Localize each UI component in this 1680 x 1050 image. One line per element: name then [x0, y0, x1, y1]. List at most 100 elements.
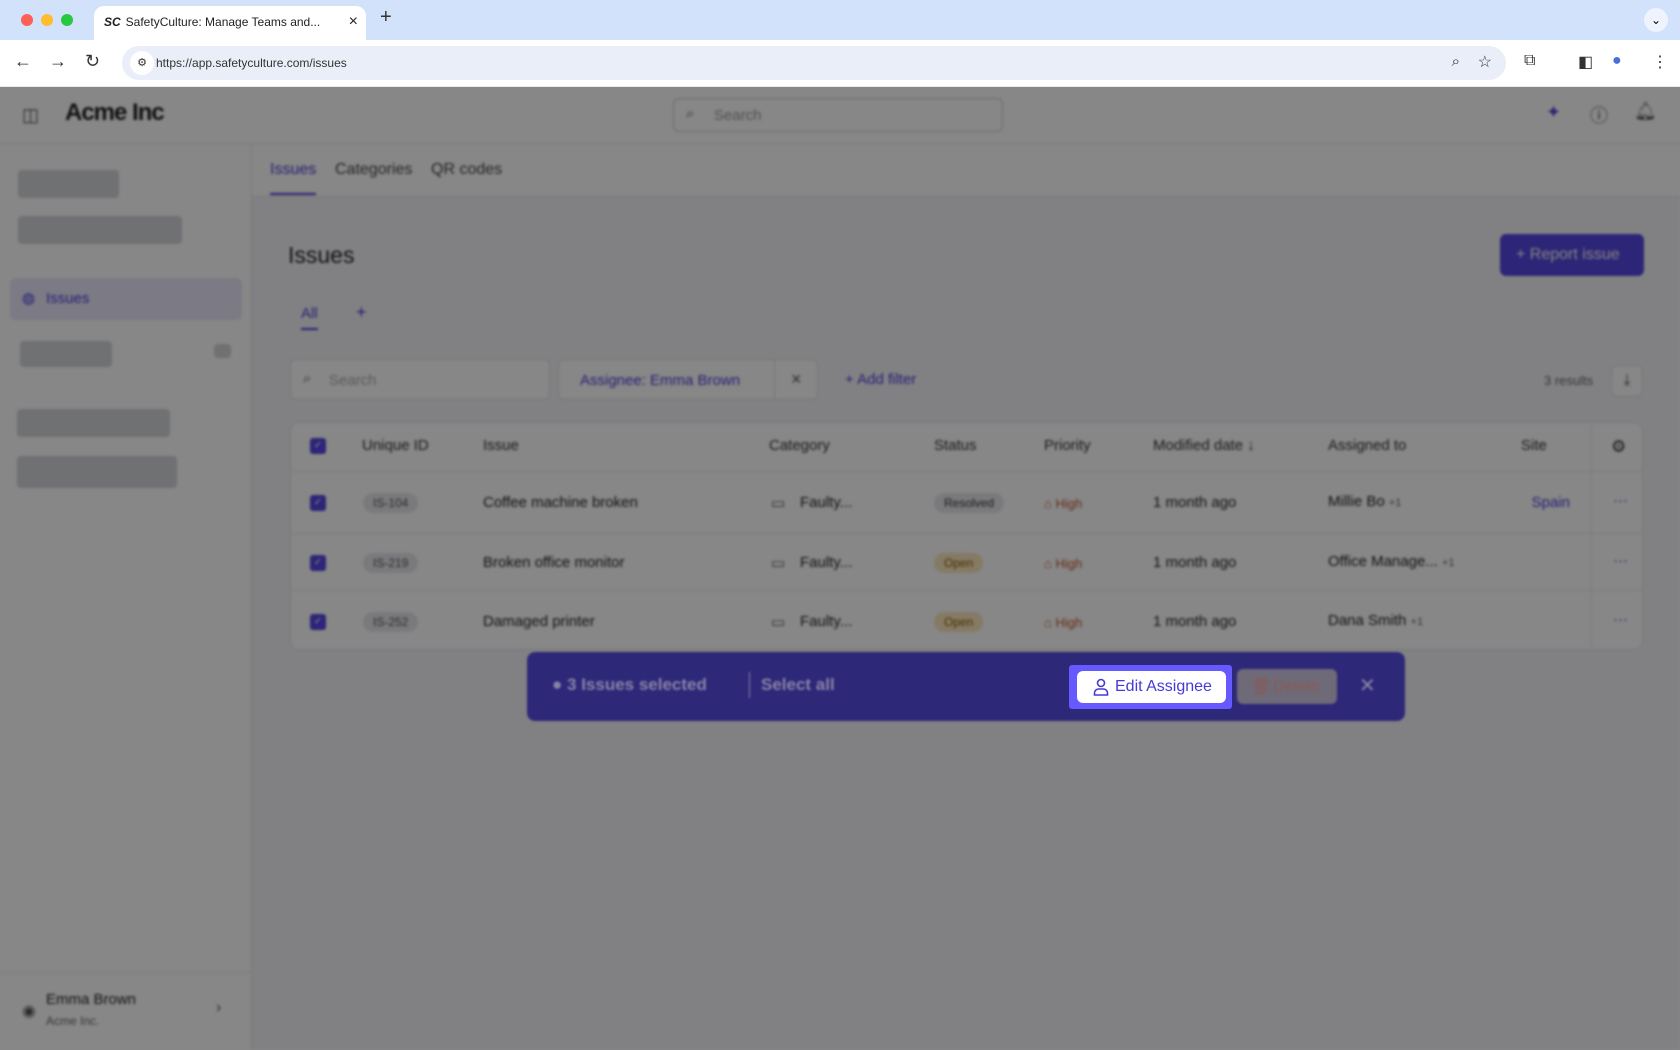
user-org: Acme Inc. — [46, 1014, 100, 1028]
assigned-to: Millie Bo +1 — [1328, 493, 1402, 510]
sidebar-placeholder — [18, 216, 182, 244]
category-label: Faulty... — [800, 554, 853, 571]
search-placeholder: Search — [714, 107, 762, 124]
forward-icon[interactable]: → — [49, 51, 67, 71]
profile-icon[interactable]: ● — [1612, 52, 1622, 69]
notifications-bell-icon[interactable]: 🔔︎ — [1634, 101, 1657, 121]
table-row[interactable]: ✓ IS-252 Damaged printer ▭ Faulty... Ope… — [291, 590, 1642, 651]
extensions-icon[interactable]: ⧉ — [1524, 52, 1536, 69]
ai-sparkle-icon[interactable]: ✦ — [1546, 102, 1562, 122]
tab-qr-codes[interactable]: QR codes — [431, 161, 503, 178]
site-settings-icon[interactable]: ⚙ — [130, 51, 154, 75]
clear-filter-icon[interactable]: × — [791, 369, 802, 389]
bookmark-star-icon[interactable]: ☆ — [1477, 54, 1492, 71]
category-tag-icon: ▭ — [771, 614, 786, 631]
search-icon: ⌕ — [686, 105, 695, 122]
column-settings-gear-icon[interactable]: ⚙ — [1611, 437, 1627, 456]
assigned-to: Dana Smith +1 — [1328, 612, 1424, 629]
download-icon[interactable]: ⤓ — [1611, 365, 1643, 397]
add-filter-button[interactable]: + Add filter — [845, 371, 917, 388]
edit-assignee-button[interactable]: Edit Assignee — [1077, 671, 1226, 703]
column-header-status[interactable]: Status — [934, 437, 977, 454]
row-more-options-icon[interactable]: ··· — [1613, 552, 1628, 569]
row-checkbox[interactable]: ✓ — [310, 614, 326, 630]
issues-search-input[interactable]: ⌕ Search — [290, 359, 550, 400]
issue-title[interactable]: Coffee machine broken — [483, 494, 638, 511]
priority-high-icon: ⌂ — [1044, 615, 1052, 630]
row-more-options-icon[interactable]: ··· — [1613, 492, 1628, 509]
page-title: Issues — [288, 242, 355, 268]
assignee-filter-chip[interactable]: Assignee: Emma Brown × — [558, 359, 818, 400]
row-checkbox[interactable]: ✓ — [310, 555, 326, 571]
selected-count: ● 3 Issues selected — [552, 675, 707, 694]
table-row[interactable]: ✓ IS-104 Coffee machine broken ▭ Faulty.… — [291, 471, 1642, 533]
column-header-assigned-to[interactable]: Assigned to — [1328, 437, 1407, 454]
column-header-issue[interactable]: Issue — [483, 437, 519, 454]
report-issue-button[interactable]: + Report issue — [1500, 234, 1644, 276]
delete-button[interactable]: 🗑︎ Delete — [1237, 669, 1337, 704]
column-header-priority[interactable]: Priority — [1044, 437, 1091, 454]
search-icon: ⌕ — [303, 370, 312, 387]
category-label: Faulty... — [800, 494, 853, 511]
user-icon — [1093, 678, 1109, 696]
user-avatar-icon: ◉ — [22, 1003, 36, 1020]
select-all-link[interactable]: Select all — [761, 675, 835, 694]
category-label: Faulty... — [800, 613, 853, 630]
column-header-category[interactable]: Category — [769, 437, 830, 454]
back-icon[interactable]: ← — [14, 51, 32, 71]
priority-high-icon: ⌂ — [1044, 496, 1052, 511]
new-tab-button[interactable]: + — [380, 6, 392, 28]
section-tabs: Issues Categories QR codes — [252, 144, 1680, 197]
column-header-modified-date[interactable]: Modified date ↓ — [1153, 437, 1255, 454]
tab-categories[interactable]: Categories — [335, 161, 413, 178]
issues-table: ✓ Unique ID Issue Category Status Priori… — [290, 422, 1643, 651]
column-header-unique-id[interactable]: Unique ID — [362, 437, 429, 454]
select-all-checkbox[interactable]: ✓ — [310, 438, 326, 454]
browser-toolbar: ← → ↻ ⚙ https://app.safetyculture.com/iss… — [0, 40, 1680, 87]
close-tab-icon[interactable]: × — [348, 13, 358, 30]
favicon-icon: SC — [104, 15, 121, 29]
modified-date: 1 month ago — [1153, 494, 1237, 511]
check-circle-icon: ● — [552, 675, 563, 694]
tab-issues[interactable]: Issues — [270, 161, 317, 195]
sidebar-item-label: Issues — [46, 290, 90, 307]
close-window-button[interactable] — [21, 14, 33, 26]
issue-title[interactable]: Broken office monitor — [483, 554, 625, 571]
user-name: Emma Brown — [46, 991, 137, 1008]
assigned-to: Office Manage... +1 — [1328, 553, 1455, 570]
url-text: https://app.safetyculture.com/issues — [156, 56, 347, 70]
minimize-window-button[interactable] — [41, 14, 53, 26]
modified-date: 1 month ago — [1153, 554, 1237, 571]
browser-tab[interactable]: SC SafetyCulture: Manage Teams and... × — [94, 6, 366, 40]
maximize-window-button[interactable] — [61, 14, 73, 26]
browser-tab-strip: SC SafetyCulture: Manage Teams and... × + … — [0, 0, 1680, 40]
bulk-action-bar: ● 3 Issues selected Select all 🗑︎ Delete … — [527, 652, 1405, 721]
priority-label: ⌂ High — [1044, 556, 1083, 571]
menu-icon[interactable]: ⋮ — [1652, 54, 1668, 71]
sidebar-placeholder — [18, 170, 119, 198]
view-tab-all[interactable]: All — [301, 305, 318, 330]
table-row[interactable]: ✓ IS-219 Broken office monitor ▭ Faulty.… — [291, 533, 1642, 590]
sidebar-footer[interactable]: ◉ Emma Brown Acme Inc. › — [0, 972, 252, 1028]
sidebar-item-issues[interactable]: ◍ Issues — [10, 278, 242, 320]
side-panel-icon[interactable]: ◧ — [1578, 54, 1594, 71]
search-placeholder: Search — [329, 372, 377, 389]
column-header-site[interactable]: Site — [1521, 437, 1547, 454]
priority-high-icon: ⌂ — [1044, 556, 1052, 571]
row-more-options-icon[interactable]: ··· — [1613, 611, 1628, 628]
address-bar[interactable]: ⚙ https://app.safetyculture.com/issues ⌕ … — [122, 46, 1506, 80]
priority-label: ⌂ High — [1044, 615, 1083, 630]
sidebar-toggle-icon[interactable]: ◫ — [22, 105, 40, 125]
close-bulk-bar-icon[interactable]: ✕ — [1359, 675, 1376, 697]
issues-icon: ◍ — [22, 290, 36, 307]
site-link[interactable]: Spain — [1531, 494, 1570, 511]
zoom-icon[interactable]: ⌕ — [1451, 53, 1460, 70]
issue-title[interactable]: Damaged printer — [483, 613, 595, 630]
chevron-right-icon: › — [216, 999, 222, 1016]
reload-icon[interactable]: ↻ — [85, 51, 101, 71]
help-icon[interactable]: ⓘ — [1590, 106, 1608, 126]
tab-search-button[interactable]: ⌄ — [1644, 8, 1668, 32]
add-view-button[interactable]: + — [356, 302, 367, 322]
row-checkbox[interactable]: ✓ — [310, 495, 326, 511]
global-search-input[interactable]: ⌕ Search — [673, 98, 1003, 132]
